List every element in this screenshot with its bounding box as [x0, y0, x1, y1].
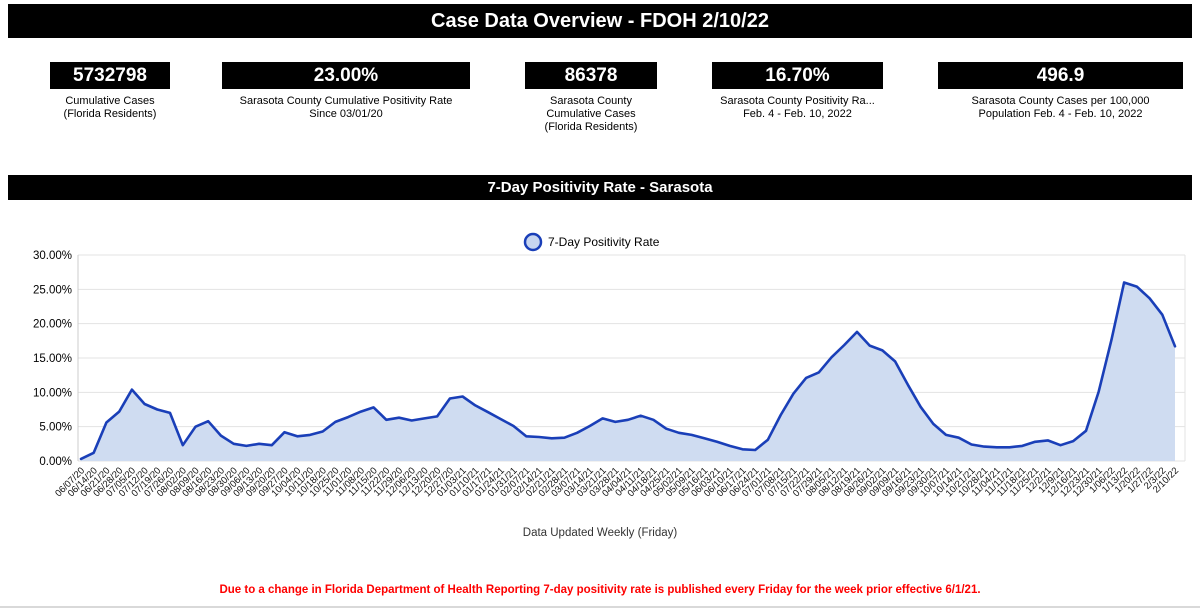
kpi-value-cumulative-cases: 5732798 [50, 62, 170, 89]
kpi-value-cumulative-positivity-rate: 23.00% [222, 62, 470, 89]
y-tick-label: 30.00% [33, 250, 72, 262]
x-axis-caption: Data Updated Weekly (Friday) [522, 527, 678, 539]
y-tick-label: 25.00% [33, 284, 72, 296]
y-tick-label: 10.00% [33, 387, 72, 399]
kpi-label-cumulative-positivity-rate: Sarasota County Cumulative Positivity Ra… [239, 95, 453, 120]
chart-series-line [79, 281, 1177, 461]
kpi-value-weekly-positivity-rate: 16.70% [712, 62, 883, 89]
y-tick-label: 5.00% [39, 422, 72, 434]
reporting-change-note: Due to a change in Florida Department of… [219, 584, 981, 596]
y-tick-label: 15.00% [33, 353, 72, 365]
kpi-label-cases-per-100k: Sarasota County Cases per 100,000 Populat… [971, 95, 1150, 120]
y-tick-label: 20.00% [33, 319, 72, 331]
y-tick-label: 0.00% [39, 456, 72, 468]
positivity-rate-chart: 0.00% 5.00% 10.00% 15.00% 20.00% 25.00% 30.00%… [0, 205, 1200, 535]
legend-label: 7-Day Positivity Rate [548, 235, 660, 249]
legend-marker-icon [523, 232, 543, 252]
page-title: Case Data Overview - FDOH 2/10/22 [8, 4, 1192, 38]
chart-area-fill [81, 282, 1175, 461]
chart-canvas: 0.00% 5.00% 10.00% 15.00% 20.00% 25.00% 30.00%… [33, 232, 1186, 499]
chart-section-title: 7-Day Positivity Rate - Sarasota [8, 175, 1192, 200]
kpi-label-weekly-positivity-rate: Sarasota County Positivity Ra... Feb. 4 -… [720, 95, 875, 120]
kpi-label-county-cumulative-cases: Sarasota County Cumulative Cases (Florida … [544, 95, 638, 133]
kpi-value-county-cumulative-cases: 86378 [525, 62, 657, 89]
kpi-label-cumulative-cases: Cumulative Cases (Florida Residents) [63, 95, 157, 120]
kpi-value-cases-per-100k: 496.9 [938, 62, 1183, 89]
